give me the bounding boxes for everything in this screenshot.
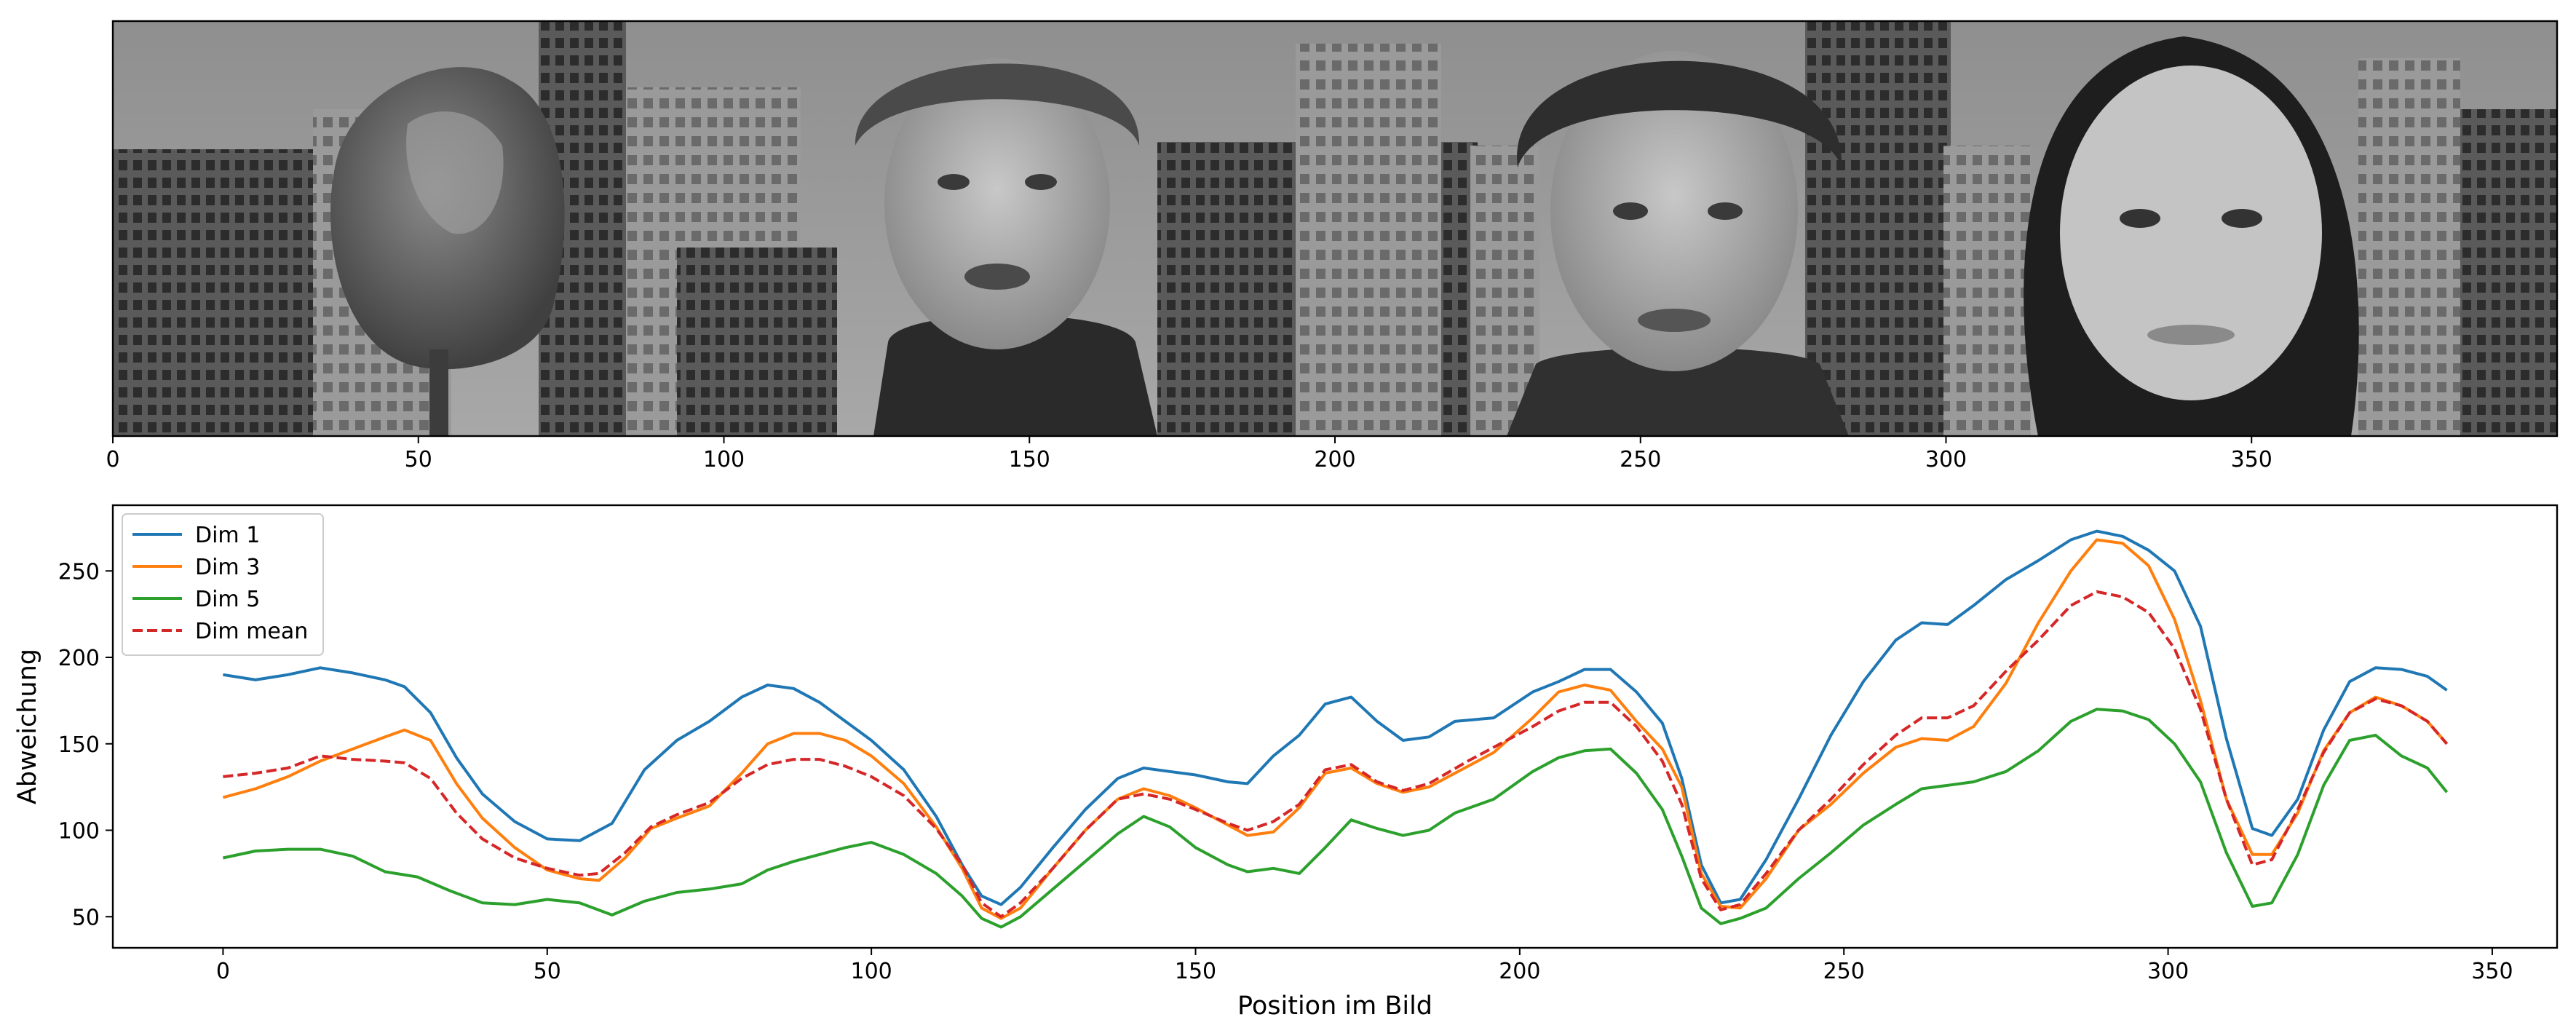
- image-x-axis: 0 50 100 150 200 250 300 350: [106, 436, 2272, 472]
- x-tick-label: 50: [534, 959, 561, 984]
- y-tick-label: 100: [58, 819, 100, 844]
- x-tick-label: 350: [2471, 959, 2513, 984]
- tulip-image: [330, 67, 565, 436]
- image-x-tick-label: 300: [1925, 447, 1967, 472]
- legend-frame: [122, 513, 324, 656]
- x-tick-label: 0: [216, 959, 230, 984]
- image-strip: [113, 21, 2557, 436]
- y-axis-label: Abweichung: [13, 649, 42, 804]
- x-tick-label: 100: [851, 959, 892, 984]
- x-tick-label: 200: [1499, 959, 1540, 984]
- chart-lines: [222, 529, 2449, 929]
- x-tick-label: 150: [1175, 959, 1216, 984]
- series-line-dim-3: [222, 538, 2449, 920]
- y-tick-label: 200: [58, 646, 100, 671]
- image-x-tick-label: 150: [1009, 447, 1050, 472]
- y-tick-label: 250: [58, 559, 100, 585]
- chart-frame: [111, 504, 2559, 949]
- image-x-tick-label: 0: [106, 447, 119, 472]
- person-face-3: [2024, 36, 2359, 436]
- x-axis-label: Position im Bild: [1237, 992, 1432, 1021]
- chart-x-axis: 0 50 100 150 200 250 300 350: [216, 948, 2513, 984]
- image-x-tick-label: 350: [2231, 447, 2272, 472]
- legend: Dim 1 Dim 3 Dim 5 Dim mean: [122, 513, 324, 656]
- y-tick-label: 50: [72, 905, 100, 930]
- image-x-tick-label: 250: [1620, 447, 1661, 472]
- legend-label: Dim 1: [195, 523, 260, 548]
- y-tick-label: 150: [58, 732, 100, 758]
- image-x-tick-label: 200: [1314, 447, 1355, 472]
- image-x-tick-label: 100: [703, 447, 745, 472]
- legend-label: Dim 3: [195, 555, 260, 580]
- city-buildings: [113, 21, 2557, 436]
- x-tick-label: 300: [2147, 959, 2189, 984]
- person-face-2: [1507, 51, 1849, 436]
- series-line-dim-5: [222, 708, 2449, 929]
- image-x-tick-label: 50: [405, 447, 432, 472]
- legend-label: Dim mean: [195, 619, 308, 644]
- chart-y-axis: 50 100 150 200 250: [58, 559, 113, 930]
- series-line-dim-mean: [223, 590, 2449, 919]
- person-face-1: [855, 58, 1157, 436]
- x-tick-label: 250: [1823, 959, 1865, 984]
- series-line-dim-1: [223, 529, 2448, 906]
- legend-label: Dim 5: [195, 587, 260, 612]
